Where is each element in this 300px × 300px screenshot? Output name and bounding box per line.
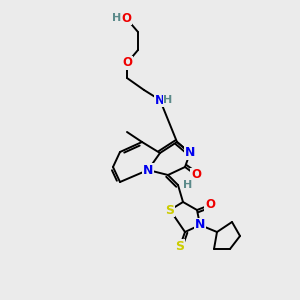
- Text: H: H: [183, 180, 193, 190]
- Text: H: H: [164, 95, 172, 105]
- Text: N: N: [195, 218, 205, 232]
- Text: N: N: [155, 94, 165, 106]
- Text: H: H: [112, 13, 122, 23]
- Text: O: O: [121, 11, 131, 25]
- Text: N: N: [185, 146, 195, 160]
- Text: O: O: [205, 199, 215, 212]
- Text: S: S: [166, 203, 175, 217]
- Text: O: O: [122, 56, 132, 70]
- Text: N: N: [143, 164, 153, 176]
- Text: S: S: [176, 239, 184, 253]
- Text: O: O: [191, 169, 201, 182]
